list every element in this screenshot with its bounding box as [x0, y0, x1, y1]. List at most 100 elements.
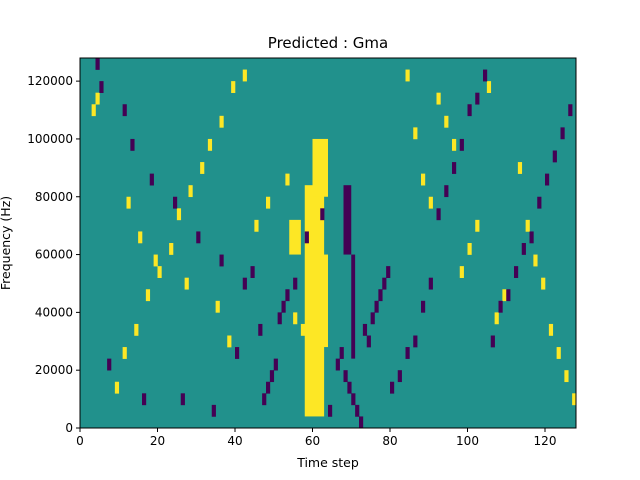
heatmap-high-cell [502, 289, 507, 302]
heatmap-high-cell [436, 92, 441, 105]
heatmap-low-cell [293, 277, 298, 290]
x-tick-label: 0 [76, 434, 84, 448]
heatmap-high-cell [444, 115, 449, 128]
heatmap-high-cell [254, 219, 259, 232]
heatmap-low-cell [262, 393, 267, 406]
heatmap-low-cell [95, 58, 100, 70]
y-tick-label: 0 [65, 421, 73, 435]
heatmap-low-cell [107, 358, 112, 371]
heatmap-background [80, 58, 576, 428]
heatmap-high-cell [300, 323, 306, 336]
heatmap-low-cell [483, 69, 488, 82]
heatmap-low-cell [180, 393, 185, 406]
heatmap-low-cell [269, 370, 275, 383]
heatmap-low-cell [122, 104, 127, 117]
heatmap-low-cell [537, 196, 542, 209]
heatmap-low-cell [545, 173, 550, 186]
heatmap-low-cell [211, 404, 216, 417]
heatmap-high-band [312, 138, 328, 197]
heatmap-high-cell [231, 81, 236, 93]
heatmap-high-cell [91, 104, 96, 117]
heatmap-low-cell [149, 173, 154, 186]
heatmap-high-cell [215, 300, 220, 313]
heatmap-low-cell [382, 277, 387, 290]
heatmap-low-cell [328, 404, 333, 417]
heatmap-low-cell [273, 358, 278, 371]
x-tick-label: 40 [227, 434, 242, 448]
heatmap-low-cell [405, 347, 410, 359]
y-tick-label: 120000 [27, 74, 73, 88]
heatmap-high-cell [145, 289, 151, 302]
heatmap-high-cell [122, 347, 127, 359]
heatmap-low-cell [130, 138, 135, 151]
y-tick-label: 20000 [35, 363, 73, 377]
heatmap-low-cell [552, 150, 557, 163]
heatmap-low-cell [343, 370, 348, 383]
heatmap-low-cell [351, 393, 356, 406]
x-tick-label: 80 [382, 434, 397, 448]
heatmap-high-cell [219, 115, 224, 128]
heatmap-low-band [343, 185, 352, 255]
heatmap-high-cell [421, 173, 426, 186]
y-tick-label: 100000 [27, 132, 73, 146]
heatmap-low-cell [281, 300, 286, 313]
heatmap-low-cell [459, 138, 464, 151]
heatmap-low-cell [475, 92, 480, 105]
heatmap-low-cell [498, 300, 503, 313]
heatmap-high-cell [467, 243, 472, 255]
heatmap-low-cell [521, 243, 526, 255]
y-axis-label: Frequency (Hz) [0, 196, 13, 290]
x-axis-label: Time step [296, 455, 359, 470]
heatmap-low-cell [320, 208, 325, 221]
heatmap-low-cell [366, 335, 371, 348]
heatmap-high-cell [188, 185, 193, 198]
heatmap-high-cell [541, 277, 546, 290]
heatmap-low-cell [428, 277, 433, 290]
heatmap-low-cell [490, 335, 495, 348]
y-tick-label: 40000 [35, 305, 73, 319]
heatmap-low-cell [99, 81, 104, 93]
y-tick-label: 60000 [35, 248, 73, 262]
heatmap-high-cell [266, 196, 271, 209]
heatmap-high-cell [207, 138, 213, 151]
x-tick-label: 60 [305, 434, 320, 448]
heatmap-low-cell [258, 323, 263, 336]
heatmap-low-cell [506, 289, 511, 302]
heatmap-low-cell [250, 266, 255, 278]
plot-frame [79, 57, 577, 429]
heatmap-low-cell [355, 404, 360, 417]
y-axis-ticks: 0 20000 40000 60000 80000 100000 120000 [27, 74, 80, 435]
heatmap-low-cell [359, 416, 364, 429]
heatmap-high-cell [533, 254, 538, 267]
heatmap-low-cell [397, 370, 402, 383]
heatmap-low-cell [568, 104, 573, 117]
heatmap-low-cell [452, 162, 457, 174]
heatmap-low-cell [560, 127, 565, 140]
heatmap-high-cell [200, 162, 205, 174]
heatmap-low-cell [467, 104, 472, 117]
heatmap-high-cell [572, 393, 577, 406]
heatmap-low-band [351, 254, 356, 359]
heatmap-high-band [289, 219, 301, 255]
heatmap-low-cell [378, 289, 383, 302]
heatmap-high-band [304, 185, 325, 417]
heatmap-low-cell [277, 312, 282, 325]
heatmap-high-cell [176, 208, 182, 221]
heatmap-low-cell [173, 196, 178, 209]
heatmap-high-cell [184, 277, 189, 290]
heatmap-high-cell [486, 81, 492, 93]
heatmap-high-cell [114, 381, 120, 394]
heatmap-low-cell [444, 185, 449, 198]
y-tick-label: 80000 [35, 190, 73, 204]
heatmap-high-cell [525, 219, 530, 232]
heatmap-high-cell [459, 266, 464, 278]
x-tick-label: 100 [456, 434, 479, 448]
chart-title: Predicted : Gma [268, 34, 388, 52]
heatmap-high-cell [138, 231, 143, 244]
heatmap-high-cell [405, 69, 410, 82]
heatmap-low-cell [266, 381, 271, 394]
heatmap-high-cell [413, 127, 418, 140]
heatmap-low-cell [413, 335, 418, 348]
heatmap-low-cell [304, 231, 309, 244]
